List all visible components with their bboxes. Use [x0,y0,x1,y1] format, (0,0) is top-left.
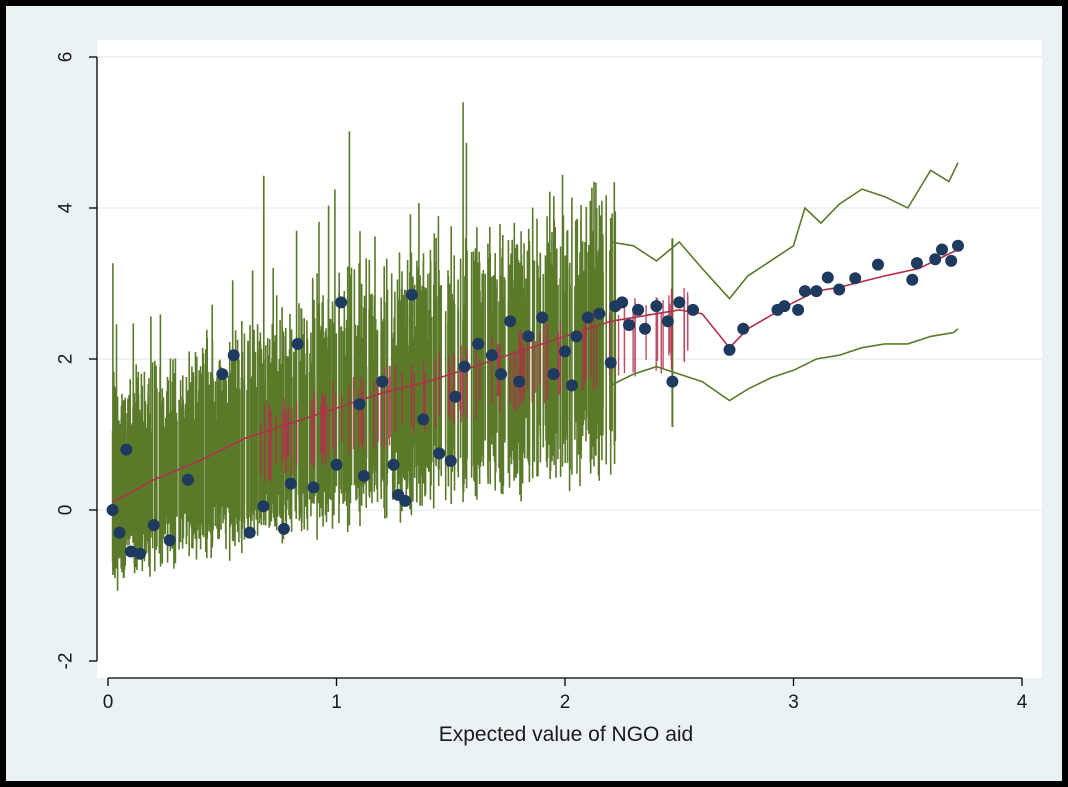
data-point [849,272,862,285]
data-point [449,390,462,403]
data-point [444,454,457,467]
data-point [472,337,485,350]
data-point [565,379,578,392]
data-point [106,504,119,516]
data-point [182,473,194,486]
data-point [335,296,348,309]
y-tick-label: -2 [56,653,77,670]
data-point [330,458,343,471]
data-point [307,481,320,494]
data-point [650,300,663,313]
data-point [387,458,400,471]
data-point [666,375,679,388]
data-point [872,258,884,271]
fit-line [112,248,959,504]
data-point [547,368,560,381]
data-point [536,311,549,324]
data-point [227,349,240,362]
data-point [458,360,471,373]
data-point [593,307,606,320]
data-point [936,243,948,256]
data-point [243,526,256,539]
data-point [673,296,686,309]
data-point [113,526,126,539]
y-tick-label: 2 [56,354,77,365]
data-point [632,303,645,316]
data-point [417,413,430,426]
data-point [952,239,964,252]
data-point [399,494,412,507]
data-point [929,253,942,266]
data-point [216,368,229,381]
x-tick-label: 1 [331,692,342,713]
data-point [257,500,270,513]
data-point [120,443,133,456]
data-point [277,522,290,535]
data-point [821,271,834,284]
data-point [639,322,651,335]
data-point [778,300,791,313]
x-tick-label: 3 [788,692,799,713]
data-point [687,303,699,316]
data-point [581,311,594,324]
data-point [163,534,176,547]
data-point [284,477,297,490]
data-point [792,303,805,316]
y-tick-label: 6 [56,52,77,63]
data-point [623,319,635,331]
data-point [522,330,535,343]
data-point [945,254,958,267]
x-tick-label: 0 [103,692,114,713]
data-point [504,315,517,328]
data-point [661,315,674,328]
data-point [833,283,846,296]
data-point [147,519,160,532]
y-tick-label: 0 [56,505,77,516]
y-tick-label: 4 [56,202,77,213]
data-point [616,296,629,309]
data-point [405,288,418,301]
data-point [495,368,507,381]
data-point [723,343,736,356]
x-tick-label: 2 [560,692,571,713]
lower-ci-line [610,328,959,402]
upper-ci-line [610,162,959,300]
data-point [604,356,617,369]
data-point [570,330,583,343]
data-point [291,337,304,350]
data-point [485,349,498,362]
data-point [559,345,571,358]
data-point [513,375,526,388]
data-point [376,375,389,388]
confidence-lines [610,162,959,402]
data-point [798,285,811,298]
axes: -2 0 2 4 6 0 1 2 3 4 [56,52,1028,713]
data-point [134,547,146,560]
fit-jitter [260,287,689,483]
x-axis-title: Expected value of NGO aid [439,723,693,746]
data-point [906,273,919,286]
data-point [810,285,823,298]
data-point [124,545,137,558]
data-point [737,322,750,335]
data-point [910,257,923,270]
data-point [353,398,366,411]
points [106,239,964,560]
data-point [357,470,370,482]
data-point [433,447,446,460]
x-tick-label: 4 [1017,692,1028,713]
